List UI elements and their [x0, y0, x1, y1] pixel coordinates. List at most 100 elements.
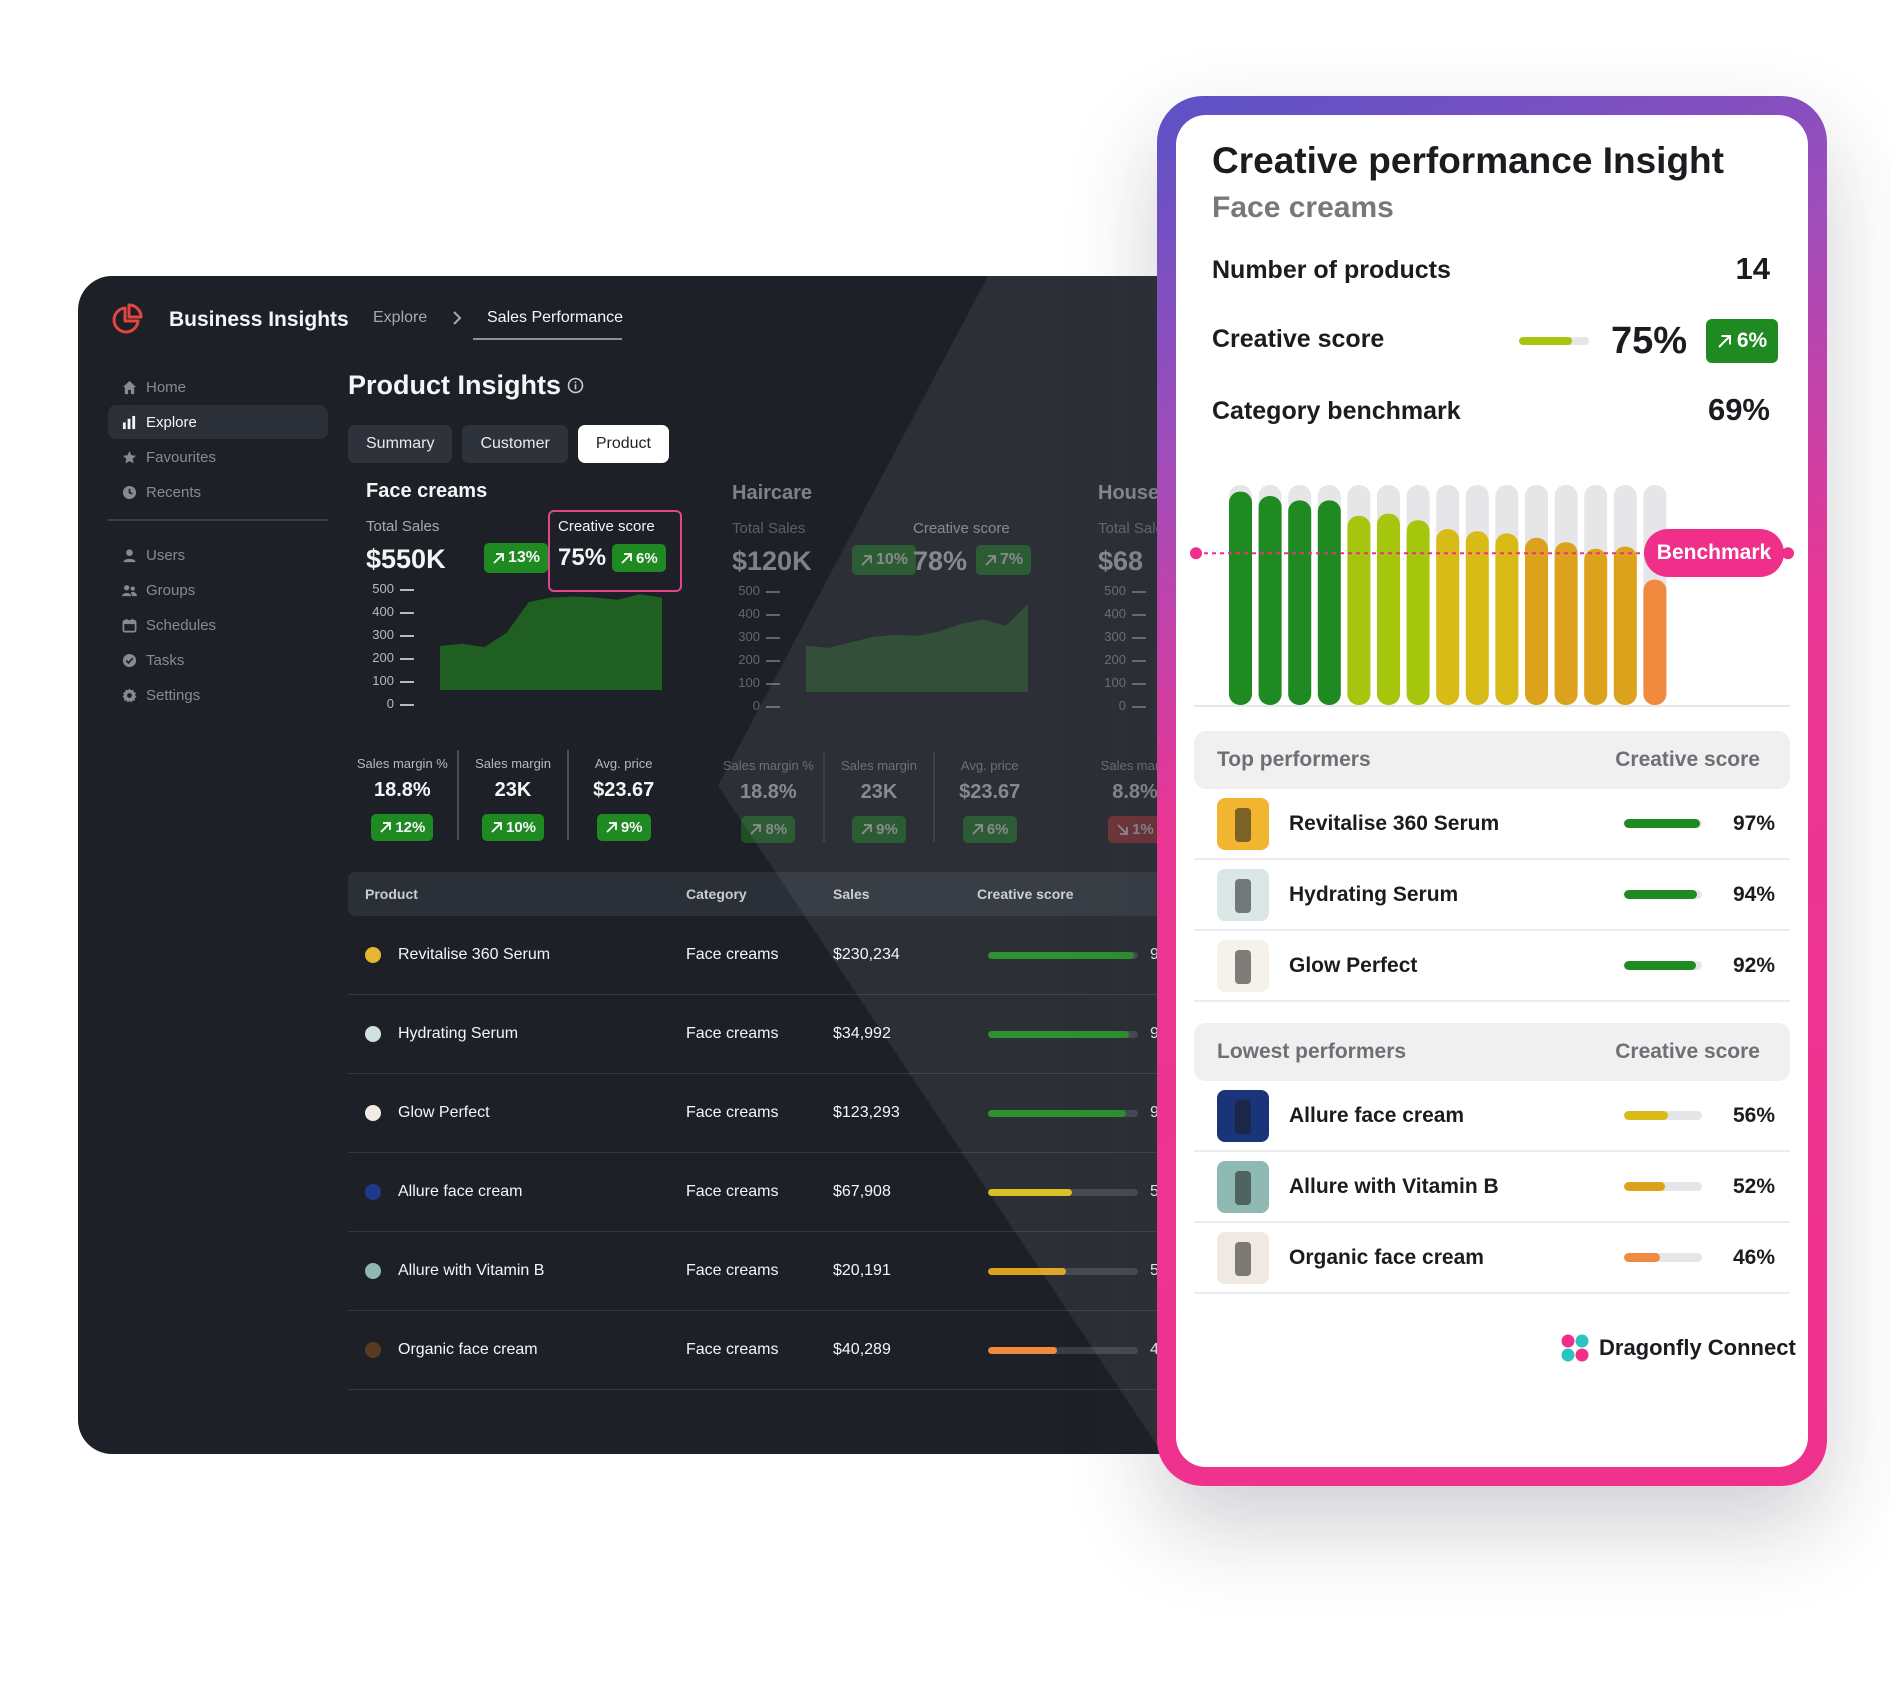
performer-row[interactable]: Glow Perfect 92%	[1194, 931, 1790, 1002]
score-bar[interactable]	[1495, 533, 1519, 705]
total-sales-value: $120K	[732, 546, 812, 576]
arrow-up-right-icon	[606, 822, 617, 833]
y-tick-label: 0	[752, 698, 760, 713]
product-thumbnail-icon	[365, 1342, 381, 1358]
total-sales-label: Total Sales	[366, 518, 440, 535]
score-bar[interactable]	[1317, 500, 1341, 705]
info-icon[interactable]	[567, 377, 584, 394]
creative-score-highlight[interactable]	[548, 510, 682, 592]
score-bar[interactable]	[1258, 496, 1282, 705]
star-icon	[122, 450, 137, 463]
arrow-up-right-icon	[1718, 334, 1731, 348]
sidebar-item-favourites[interactable]: Favourites	[108, 440, 328, 474]
sidebar-item-settings[interactable]: Settings	[108, 678, 328, 712]
category-card-haircare[interactable]: Haircare Total Sales $120K 10% Creative …	[714, 482, 1044, 843]
y-tick-mark	[766, 706, 780, 708]
tab-product[interactable]: Product	[577, 425, 669, 463]
performer-score: 52%	[1732, 1174, 1775, 1198]
score-bar[interactable]	[1347, 515, 1371, 705]
app-title: Business Insights	[169, 308, 349, 331]
y-tick-mark	[400, 612, 414, 614]
score-bar[interactable]	[1406, 520, 1430, 705]
breadcrumb-current[interactable]: Sales Performance	[487, 309, 624, 326]
sidebar-item-label: Favourites	[146, 448, 217, 466]
score-bar	[988, 1346, 1138, 1354]
sales-cell: $230,234	[833, 946, 900, 963]
score-bar[interactable]	[1643, 579, 1667, 705]
product-cell: Glow Perfect	[348, 1104, 686, 1122]
tab-customer[interactable]: Customer	[462, 425, 568, 463]
sidebar-item-users[interactable]: Users	[108, 538, 328, 572]
performer-row[interactable]: Organic face cream 46%	[1194, 1223, 1790, 1294]
score-bar[interactable]	[1613, 546, 1637, 705]
category-card-face-creams[interactable]: Face creams Total Sales $550K 13% Creati…	[348, 480, 682, 841]
sidebar-item-label: Users	[146, 546, 186, 564]
column-header-category[interactable]: Category	[686, 886, 747, 902]
sidebar-item-recents[interactable]: Recents	[108, 475, 328, 509]
sidebar-item-home[interactable]: Home	[108, 370, 328, 404]
sales-area-series	[440, 594, 662, 690]
performer-score-bar-fill	[1624, 1253, 1660, 1262]
product-name: Allure with Vitamin B	[398, 1262, 545, 1279]
performer-row[interactable]: Allure face cream 56%	[1194, 1081, 1790, 1152]
sidebar-item-groups[interactable]: Groups	[108, 573, 328, 607]
top-performers-section: Top performers Creative score Revitalise…	[1194, 731, 1790, 1002]
column-header-creative-score[interactable]: Creative score	[977, 886, 1074, 902]
y-tick-mark	[1132, 591, 1146, 593]
y-tick-mark	[766, 614, 780, 616]
product-table: Product Category Sales Creative score Re…	[348, 872, 1300, 1390]
performer-row[interactable]: Revitalise 360 Serum 97%	[1194, 789, 1790, 860]
y-tick-label: 100	[1104, 675, 1126, 690]
performer-score-bar	[1624, 1253, 1702, 1262]
score-bar[interactable]	[1229, 491, 1252, 705]
performer-name: Revitalise 360 Serum	[1289, 811, 1500, 835]
stat-label: Sales margin %	[722, 758, 814, 773]
sidebar-item-tasks[interactable]: Tasks	[108, 643, 328, 677]
performer-score-bar	[1624, 819, 1702, 828]
badge-value: 6%	[1736, 329, 1768, 352]
score-bar[interactable]	[1377, 513, 1400, 705]
performer-score-bar-fill	[1624, 1111, 1668, 1120]
y-tick-mark	[1132, 614, 1146, 616]
performer-score-bar-fill	[1624, 819, 1700, 828]
column-header-sales[interactable]: Sales	[833, 886, 870, 902]
score-bar-fill	[988, 1109, 1126, 1117]
score-bar[interactable]	[1288, 500, 1312, 705]
y-tick-label: 400	[372, 604, 394, 619]
score-bar[interactable]	[1525, 537, 1548, 705]
score-bar[interactable]	[1465, 531, 1489, 705]
score-bar-fill	[988, 1188, 1072, 1196]
performer-row[interactable]: Allure with Vitamin B 52%	[1194, 1152, 1790, 1223]
category-cell: Face creams	[686, 1104, 779, 1121]
creative-score-change-badge: 7%	[976, 545, 1032, 575]
stat-change-badge: 1%	[1108, 816, 1162, 843]
score-bar[interactable]	[1554, 542, 1578, 705]
score-bar[interactable]	[1584, 548, 1608, 705]
product-thumbnail-icon	[365, 1026, 381, 1042]
creative-score-label: Creative score	[1212, 325, 1385, 353]
y-tick-label: 500	[1104, 583, 1126, 598]
score-bar[interactable]	[1436, 529, 1460, 705]
tab-summary[interactable]: Summary	[348, 425, 453, 463]
product-name: Organic face cream	[398, 1341, 538, 1358]
score-bar-fill	[988, 1267, 1066, 1275]
product-cell: Organic face cream	[348, 1341, 686, 1359]
sidebar-item-explore[interactable]: Explore	[108, 405, 328, 439]
badge-value: 1%	[1132, 821, 1154, 838]
performer-score-bar-fill	[1624, 961, 1696, 970]
stat-sales-margin-pct: Sales margin % 18.8% 12%	[348, 750, 457, 841]
total-sales-value: $550K	[366, 544, 446, 574]
sidebar-divider	[108, 519, 328, 521]
column-header-product[interactable]: Product	[365, 886, 418, 902]
breadcrumb-explore[interactable]: Explore	[373, 309, 428, 326]
total-sales-change-badge: 13%	[484, 543, 549, 573]
product-thumbnail-icon	[365, 947, 381, 963]
category-cell: Face creams	[686, 946, 779, 963]
sidebar-item-schedules[interactable]: Schedules	[108, 608, 328, 642]
performer-row[interactable]: Hydrating Serum 94%	[1194, 860, 1790, 931]
